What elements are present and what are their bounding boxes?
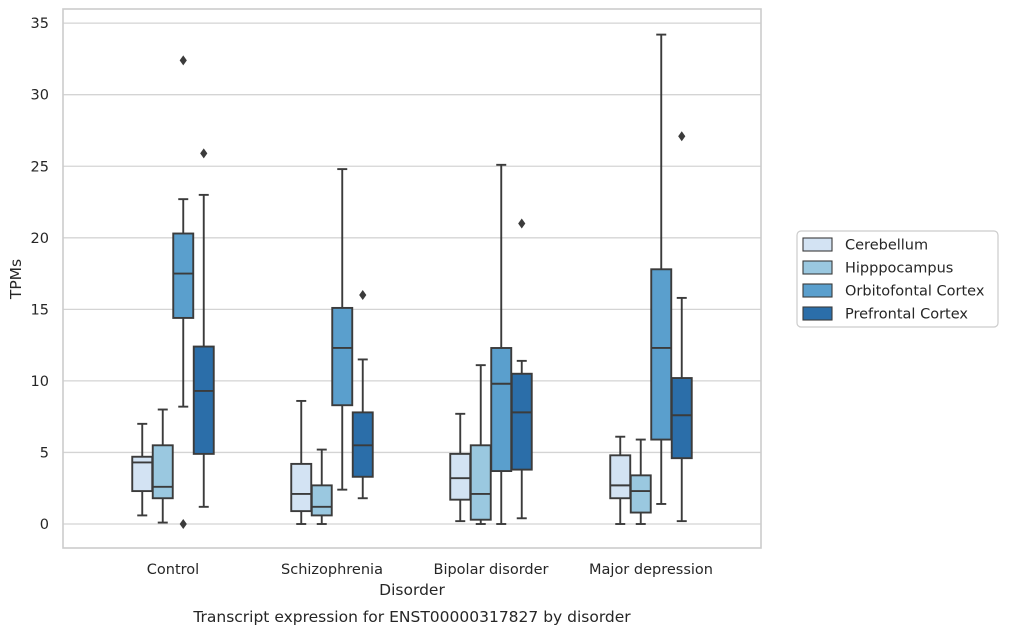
y-tick-label: 30: [31, 88, 49, 104]
iqr-box: [650, 268, 673, 441]
x-tick-label: Bipolar disorder: [434, 562, 549, 578]
x-tick-labels: Control Schizophrenia Bipolar disorder Majo…: [147, 562, 713, 578]
outlier-point: [179, 55, 187, 66]
legend-label: Cerebellum: [845, 238, 928, 254]
iqr-box: [469, 444, 492, 521]
legend-swatch: [802, 283, 833, 298]
box-0-1: [290, 399, 313, 525]
box-2-3: [650, 33, 673, 505]
box-2-1: [331, 168, 354, 491]
box-1-1: [310, 448, 333, 525]
iqr-box: [290, 462, 313, 513]
legend-frame: [796, 230, 999, 328]
iqr-box: [310, 484, 333, 517]
legend: Cerebellum Hipppocampus Orbitofontal Corte…: [796, 230, 999, 328]
iqr-box: [490, 347, 513, 473]
box-1-0: [151, 408, 174, 524]
box-2-0: [172, 55, 195, 529]
iqr-box: [331, 306, 354, 407]
iqr-box: [670, 377, 693, 460]
iqr-box: [192, 345, 215, 455]
box-groups: [131, 33, 693, 529]
y-tick-label: 10: [31, 374, 49, 390]
x-tick-label: Schizophrenia: [281, 562, 383, 578]
outlier-point: [179, 519, 187, 529]
box-3-3: [670, 131, 693, 523]
outlier-point: [200, 148, 208, 159]
x-axis-label: Disorder: [379, 581, 445, 599]
y-tick-label: 15: [31, 302, 49, 318]
box-3-0: [192, 148, 215, 508]
legend-label: Orbitofontal Cortex: [845, 284, 985, 300]
y-tick-label: 5: [40, 445, 49, 461]
y-tick-label: 20: [31, 231, 49, 247]
y-tick-label: 25: [31, 159, 49, 175]
legend-swatch: [802, 260, 833, 275]
box-0-2: [449, 412, 472, 523]
legend-swatch: [802, 306, 833, 321]
y-tick-label: 0: [40, 517, 49, 533]
box-2-2: [490, 163, 513, 525]
legend-label: Prefrontal Cortex: [845, 307, 968, 323]
outlier-point: [518, 218, 526, 229]
x-tick-label: Major depression: [589, 562, 713, 578]
x-tick-label: Control: [147, 562, 199, 578]
box-3-1: [351, 290, 374, 500]
legend-label: Hipppocampus: [845, 261, 953, 277]
iqr-box: [172, 232, 195, 319]
box-1-3: [629, 438, 652, 525]
iqr-box: [609, 454, 632, 500]
outlier-point: [359, 290, 367, 301]
y-axis-label: TPMs: [7, 259, 25, 300]
legend-swatch: [802, 237, 833, 252]
box-0-0: [131, 422, 154, 517]
y-tick-label: 35: [31, 16, 49, 32]
iqr-box: [151, 444, 174, 500]
y-tick-labels: 0 5 10 15 20 25 30 35: [31, 16, 49, 533]
box-3-2: [510, 218, 533, 520]
iqr-box: [449, 452, 472, 501]
plot-frame: [62, 8, 762, 549]
iqr-box: [510, 372, 533, 471]
chart-caption: Transcript expression for ENST0000031782…: [192, 608, 631, 626]
iqr-box: [629, 474, 652, 514]
box-1-2: [469, 364, 492, 525]
outlier-point: [678, 131, 686, 142]
